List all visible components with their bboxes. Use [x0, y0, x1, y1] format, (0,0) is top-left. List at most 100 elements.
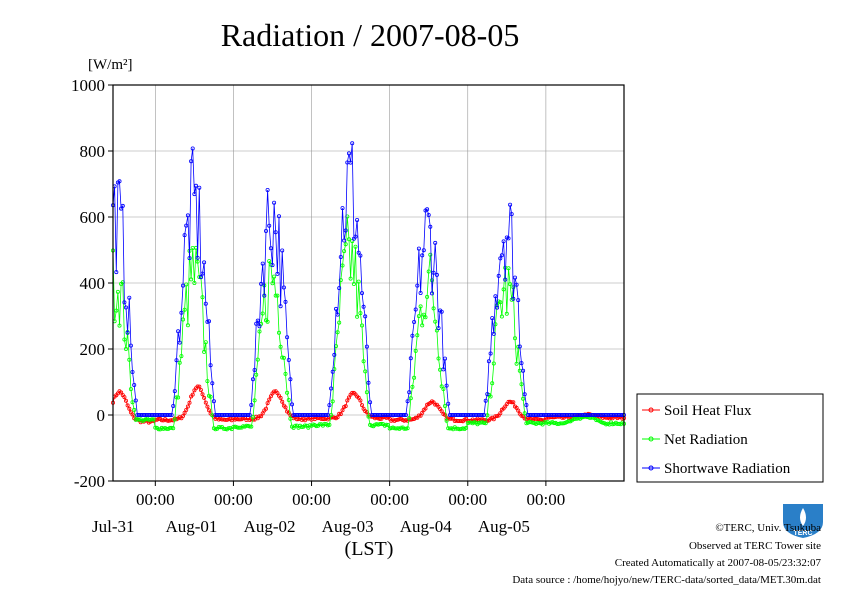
data-point — [192, 192, 197, 197]
data-point — [413, 348, 418, 353]
data-point — [273, 293, 278, 298]
data-point — [293, 423, 298, 428]
data-point — [483, 398, 488, 403]
data-point — [127, 406, 132, 411]
data-point — [348, 276, 353, 281]
data-point — [267, 397, 272, 402]
data-point — [425, 294, 430, 299]
data-point — [410, 333, 415, 338]
data-point — [481, 420, 486, 425]
data-point — [210, 381, 215, 386]
x-tick-time-label: 00:00 — [448, 490, 487, 509]
data-point — [425, 207, 430, 212]
data-point — [379, 421, 384, 426]
data-point — [415, 283, 420, 288]
data-point — [237, 417, 242, 422]
data-point — [355, 217, 360, 222]
data-point — [132, 382, 137, 387]
data-point — [167, 412, 172, 417]
data-point — [322, 421, 327, 426]
data-point — [247, 424, 252, 429]
data-point — [268, 246, 273, 251]
data-point — [185, 404, 190, 409]
data-point — [208, 394, 213, 399]
data-point — [179, 310, 184, 315]
data-point — [211, 399, 216, 404]
data-point — [218, 425, 223, 430]
data-point — [130, 400, 135, 405]
legend-swatch-marker — [648, 407, 654, 413]
legend — [636, 393, 824, 483]
data-point — [208, 363, 213, 368]
data-point — [442, 412, 447, 417]
data-point — [415, 333, 420, 338]
data-point — [327, 403, 332, 408]
data-point — [418, 304, 423, 309]
data-point — [361, 359, 366, 364]
data-point — [405, 399, 410, 404]
data-point — [286, 397, 291, 402]
data-point — [263, 228, 268, 233]
data-point — [491, 361, 496, 366]
data-point — [600, 420, 605, 425]
data-point — [495, 305, 500, 310]
x-axis: 00:00Jul-3100:00Aug-0100:00Aug-0200:00Au… — [92, 481, 565, 536]
data-point — [260, 261, 265, 266]
data-point — [513, 336, 518, 341]
data-point — [433, 319, 438, 324]
data-point — [133, 398, 138, 403]
data-point — [270, 281, 275, 286]
data-point — [506, 236, 511, 241]
data-point — [428, 224, 433, 229]
data-point — [260, 311, 265, 316]
data-point — [491, 331, 496, 336]
data-point — [506, 266, 511, 271]
data-point — [407, 416, 412, 421]
data-point — [272, 389, 277, 394]
data-point — [267, 223, 272, 228]
data-point — [206, 408, 211, 413]
data-point — [408, 396, 413, 401]
data-point — [420, 323, 425, 328]
data-point — [513, 275, 518, 280]
data-point — [433, 240, 438, 245]
data-point — [353, 244, 358, 249]
data-point — [359, 291, 364, 296]
data-point — [403, 412, 408, 417]
data-point — [262, 293, 267, 298]
data-point — [504, 311, 509, 316]
data-point — [343, 404, 348, 409]
data-point — [285, 390, 290, 395]
series-line — [112, 143, 624, 416]
data-point — [263, 406, 268, 411]
x-tick-date-label: Aug-03 — [322, 517, 374, 536]
legend-label: Soil Heat Flux — [664, 403, 752, 419]
data-point — [280, 399, 285, 404]
data-point — [202, 349, 207, 354]
x-tick-date-label: Aug-02 — [244, 517, 296, 536]
data-point — [180, 413, 185, 418]
data-point — [252, 367, 257, 372]
data-point — [410, 384, 415, 389]
data-point — [346, 151, 351, 156]
x-tick-date-label: Aug-04 — [400, 517, 452, 536]
data-point — [335, 330, 340, 335]
data-point — [124, 346, 129, 351]
data-point — [283, 371, 288, 376]
data-point — [177, 340, 182, 345]
data-point — [359, 403, 364, 408]
data-point — [255, 318, 260, 323]
data-point — [281, 355, 286, 360]
data-point — [257, 414, 262, 419]
data-point — [324, 412, 329, 417]
data-point — [122, 395, 127, 400]
data-point — [449, 416, 454, 421]
data-point — [257, 324, 262, 329]
y-tick-label: 1000 — [71, 76, 105, 95]
y-tick-label: 200 — [80, 340, 106, 359]
data-point — [412, 375, 417, 380]
data-point — [259, 414, 264, 419]
x-tick-date-label: Aug-05 — [478, 517, 530, 536]
data-point — [246, 412, 251, 417]
